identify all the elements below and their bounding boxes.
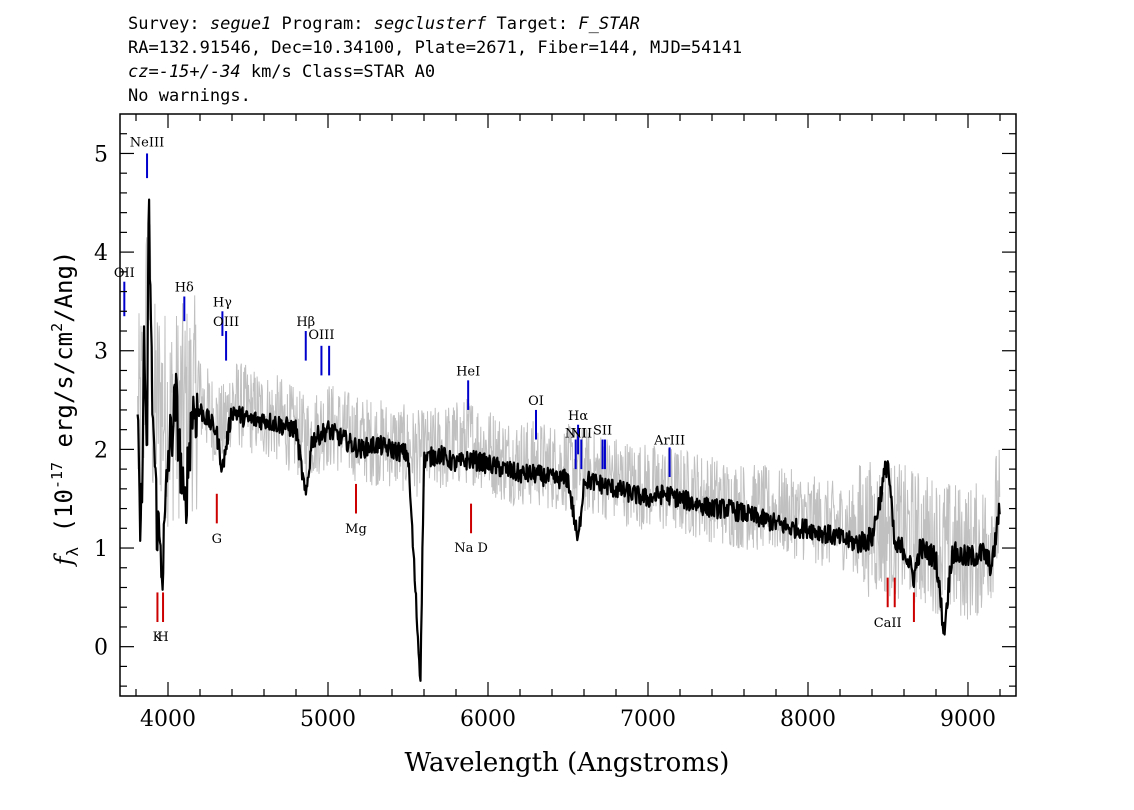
x-axis-label: Wavelength (Angstroms) <box>405 748 730 778</box>
line-marker-label: NII <box>570 427 592 442</box>
y-tick-label: 2 <box>94 438 108 463</box>
line-marker-label: OI <box>528 394 544 409</box>
y-axis-label: fλ (10-17 erg/s/cm2/Ang) <box>48 251 82 568</box>
line-marker-label: Hα <box>568 409 588 424</box>
spectrum-header: Survey: segue1 Program: segclusterf Targ… <box>128 12 742 108</box>
header-line-warnings: No warnings. <box>128 86 251 106</box>
line-marker-label: NII <box>565 427 587 442</box>
axes-layer: 4000 5000 6000 7000 8000 9000 0 1 2 3 4 5 <box>94 113 1017 732</box>
header-line-survey: Survey: segue1 Program: segclusterf Targ… <box>128 14 640 34</box>
line-marker-label: HeI <box>456 364 480 379</box>
line-marker-label: OIII <box>308 328 334 343</box>
x-tick-label: 5000 <box>300 707 356 732</box>
cz-value: cz=-15+/-34 <box>128 62 241 82</box>
program-name: segclusterf <box>373 14 487 34</box>
target-name: F_STAR <box>578 14 640 34</box>
x-tick-label: 7000 <box>620 707 676 732</box>
line-marker-label: NeIII <box>130 136 164 151</box>
smoothed-flux-series <box>136 198 1001 682</box>
x-tick-label: 6000 <box>460 707 516 732</box>
line-marker-label: Hβ <box>296 315 315 330</box>
x-tick-label: 9000 <box>940 707 996 732</box>
line-marker-label: OII <box>114 266 135 281</box>
line-marker-label: G <box>212 532 222 547</box>
y-tick-label: 0 <box>94 636 108 661</box>
y-tick-label: 5 <box>94 142 108 167</box>
line-marker-label: Na D <box>454 541 488 556</box>
y-tick-label: 1 <box>94 537 108 562</box>
line-marker-label: CaII <box>874 616 902 631</box>
header-line-coordinates: RA=132.91546, Dec=10.34100, Plate=2671, … <box>128 38 743 58</box>
survey-name: segue1 <box>209 14 272 34</box>
line-marker-label: Mg <box>345 522 367 537</box>
line-marker-label: Hδ <box>175 281 194 296</box>
line-marker-label: SII <box>593 424 612 439</box>
line-marker-label: OIII <box>213 315 239 330</box>
line-marker-label: K <box>153 630 163 645</box>
raw-flux-layer <box>137 220 1001 620</box>
smoothed-flux-layer <box>136 198 1001 682</box>
plot-frame <box>119 113 1017 697</box>
line-marker-label: ArIII <box>653 433 685 448</box>
y-tick-label: 3 <box>94 340 108 365</box>
x-tick-label: 8000 <box>780 707 836 732</box>
y-tick-label: 4 <box>94 241 108 266</box>
header-line-redshift: cz=-15+/-34 km/s Class=STAR A0 <box>128 62 436 82</box>
line-marker-label: H <box>157 630 168 645</box>
line-marker-label: Hγ <box>213 295 232 310</box>
y-axis-label-text: fλ (10-17 erg/s/cm2/Ang) <box>48 251 82 568</box>
raw-flux-series <box>137 220 1001 620</box>
x-tick-label: 4000 <box>140 707 196 732</box>
